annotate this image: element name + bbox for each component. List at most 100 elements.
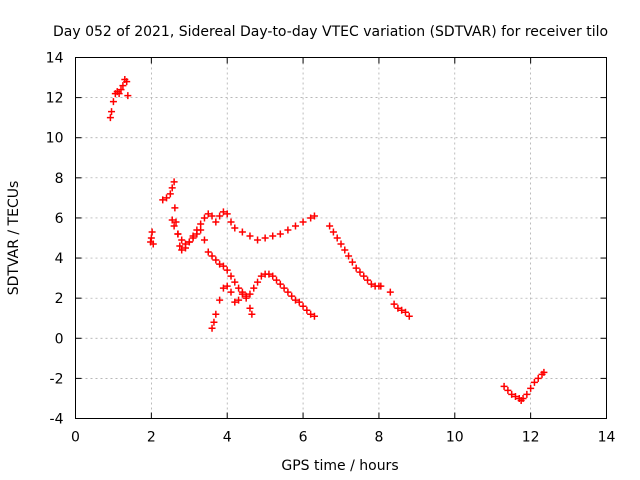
data-point bbox=[265, 270, 273, 278]
data-point bbox=[197, 226, 205, 234]
y-tick-label: 8 bbox=[55, 171, 64, 187]
data-point bbox=[348, 258, 356, 266]
y-tick-label: 2 bbox=[55, 291, 64, 307]
data-point bbox=[231, 298, 239, 306]
data-point bbox=[398, 306, 406, 314]
data-point bbox=[176, 242, 184, 250]
data-point bbox=[189, 234, 197, 242]
data-point bbox=[257, 272, 265, 280]
data-point bbox=[212, 256, 220, 264]
data-point bbox=[504, 386, 512, 394]
data-point bbox=[238, 288, 246, 296]
data-point bbox=[204, 210, 212, 218]
data-point bbox=[197, 220, 205, 228]
data-point bbox=[147, 234, 155, 242]
data-point bbox=[276, 280, 284, 288]
x-tick-label: 0 bbox=[71, 430, 80, 446]
series-arc-low bbox=[208, 282, 256, 332]
data-point bbox=[280, 284, 288, 292]
data-point bbox=[185, 238, 193, 246]
data-point bbox=[148, 228, 156, 236]
series-arc-2h bbox=[147, 228, 157, 248]
data-point bbox=[163, 194, 171, 202]
data-point bbox=[204, 248, 212, 256]
data-point bbox=[288, 292, 296, 300]
data-point bbox=[219, 208, 227, 216]
data-point bbox=[295, 298, 303, 306]
data-point bbox=[326, 222, 334, 230]
data-point bbox=[193, 230, 201, 238]
data-point bbox=[534, 374, 542, 382]
data-point bbox=[364, 276, 372, 284]
data-point bbox=[178, 246, 186, 254]
x-tick-label: 8 bbox=[374, 430, 383, 446]
data-point bbox=[269, 232, 277, 240]
series-arc-late bbox=[326, 222, 413, 320]
data-point bbox=[210, 318, 218, 326]
y-tick-label: -4 bbox=[50, 412, 64, 428]
x-tick-label: 10 bbox=[446, 430, 464, 446]
data-point bbox=[246, 304, 254, 312]
data-point bbox=[527, 384, 535, 392]
series-arc-early bbox=[106, 76, 132, 122]
data-point bbox=[168, 216, 176, 224]
data-point bbox=[284, 226, 292, 234]
data-point bbox=[174, 230, 182, 238]
data-point bbox=[219, 284, 227, 292]
plot-frame bbox=[75, 57, 607, 419]
tick-layer: 0 2 4 6 8 10 12 14 -4 -2 0 2 4 6 8 10 12 14 bbox=[46, 51, 616, 446]
data-point bbox=[170, 222, 178, 230]
data-point bbox=[216, 260, 224, 268]
data-point bbox=[248, 310, 256, 318]
data-point bbox=[401, 308, 409, 316]
data-point bbox=[223, 266, 231, 274]
data-point bbox=[212, 218, 220, 226]
data-point bbox=[200, 214, 208, 222]
data-point bbox=[178, 236, 186, 244]
data-point bbox=[356, 268, 364, 276]
x-tick-label: 4 bbox=[223, 430, 232, 446]
y-tick-label: 0 bbox=[55, 331, 64, 347]
data-point bbox=[219, 262, 227, 270]
data-point bbox=[273, 276, 281, 284]
data-point bbox=[307, 310, 315, 318]
data-point bbox=[227, 218, 235, 226]
data-point bbox=[223, 282, 231, 290]
points-layer bbox=[106, 76, 548, 404]
data-point bbox=[360, 272, 368, 280]
data-point bbox=[223, 210, 231, 218]
x-axis-label: GPS time / hours bbox=[281, 458, 398, 474]
data-point bbox=[227, 272, 235, 280]
data-point bbox=[106, 114, 114, 122]
data-point bbox=[276, 230, 284, 238]
data-point bbox=[310, 212, 318, 220]
data-point bbox=[303, 306, 311, 314]
data-point bbox=[254, 278, 262, 286]
data-point bbox=[149, 240, 157, 248]
data-point bbox=[115, 90, 123, 98]
data-point bbox=[508, 390, 516, 398]
data-point bbox=[238, 228, 246, 236]
data-point bbox=[212, 310, 220, 318]
data-point bbox=[123, 78, 131, 86]
y-tick-label: 14 bbox=[46, 51, 64, 67]
data-point bbox=[235, 284, 243, 292]
x-tick-label: 12 bbox=[522, 430, 540, 446]
data-point bbox=[231, 278, 239, 286]
data-point bbox=[390, 300, 398, 308]
data-point bbox=[530, 378, 538, 386]
y-axis-label: SDTVAR / TECUs bbox=[6, 181, 22, 296]
data-point bbox=[108, 108, 116, 116]
data-point bbox=[119, 82, 127, 90]
data-point bbox=[377, 282, 385, 290]
x-tick-label: 6 bbox=[299, 430, 308, 446]
data-point bbox=[341, 246, 349, 254]
data-point bbox=[367, 280, 375, 288]
data-point bbox=[291, 222, 299, 230]
chart-title: Day 052 of 2021, Sidereal Day-to-day VTE… bbox=[53, 24, 608, 40]
y-tick-label: 12 bbox=[46, 91, 64, 107]
data-point bbox=[310, 312, 318, 320]
data-point bbox=[227, 288, 235, 296]
data-point bbox=[254, 236, 262, 244]
data-point bbox=[269, 272, 277, 280]
